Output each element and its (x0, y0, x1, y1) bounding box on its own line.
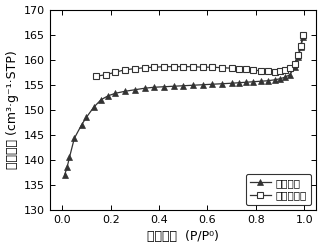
脱吸附曲线 (210, 66, 214, 69)
脱吸附曲线 (143, 66, 147, 69)
吸附曲线 (273, 78, 277, 81)
Line: 吸附曲线: 吸附曲线 (62, 34, 306, 178)
脱吸附曲线 (288, 67, 292, 70)
脱吸附曲线 (94, 75, 98, 78)
脱吸附曲线 (133, 67, 137, 70)
吸附曲线 (63, 174, 67, 177)
吸附曲线 (301, 36, 305, 39)
吸附曲线 (244, 81, 248, 84)
脱吸附曲线 (123, 68, 127, 71)
吸附曲线 (80, 123, 83, 126)
吸附曲线 (181, 84, 185, 87)
脱吸附曲线 (201, 66, 204, 69)
脱吸附曲线 (283, 69, 287, 72)
Legend: 吸附曲线, 脱吸附曲线: 吸附曲线, 脱吸附曲线 (246, 174, 311, 205)
Y-axis label: 吸附体积 (cm³·g⁻¹·STP): 吸附体积 (cm³·g⁻¹·STP) (5, 50, 19, 169)
吸附曲线 (283, 76, 287, 79)
吸附曲线 (162, 85, 166, 88)
吸附曲线 (266, 79, 270, 82)
吸附曲线 (296, 56, 300, 59)
吸附曲线 (84, 116, 88, 119)
脱吸附曲线 (104, 73, 108, 76)
脱吸附曲线 (278, 70, 282, 73)
脱吸附曲线 (230, 67, 234, 70)
吸附曲线 (230, 82, 234, 85)
吸附曲线 (191, 84, 195, 87)
Line: 脱吸附曲线: 脱吸附曲线 (93, 32, 306, 79)
吸附曲线 (293, 66, 297, 69)
吸附曲线 (288, 73, 292, 76)
吸附曲线 (220, 82, 224, 85)
脱吸附曲线 (259, 69, 263, 72)
吸附曲线 (259, 80, 263, 83)
吸附曲线 (123, 90, 127, 93)
脱吸附曲线 (172, 65, 175, 68)
吸附曲线 (278, 77, 282, 80)
脱吸附曲线 (181, 65, 185, 68)
吸附曲线 (299, 46, 303, 49)
脱吸附曲线 (191, 65, 195, 68)
吸附曲线 (251, 80, 255, 83)
脱吸附曲线 (266, 70, 270, 73)
吸附曲线 (99, 98, 103, 101)
吸附曲线 (210, 83, 214, 86)
脱吸附曲线 (114, 71, 118, 74)
脱吸附曲线 (273, 70, 277, 73)
脱吸附曲线 (237, 67, 241, 70)
吸附曲线 (106, 94, 110, 97)
吸附曲线 (152, 86, 156, 89)
脱吸附曲线 (301, 33, 305, 36)
X-axis label: 相对压力  (P/P⁰): 相对压力 (P/P⁰) (147, 230, 219, 244)
吸附曲线 (65, 166, 69, 169)
脱吸附曲线 (162, 65, 166, 68)
脱吸附曲线 (296, 53, 300, 56)
脱吸附曲线 (299, 44, 303, 47)
吸附曲线 (172, 85, 175, 88)
脱吸附曲线 (152, 66, 156, 69)
吸附曲线 (92, 106, 96, 109)
吸附曲线 (133, 88, 137, 91)
脱吸附曲线 (244, 68, 248, 71)
吸附曲线 (143, 87, 147, 90)
吸附曲线 (114, 92, 118, 95)
吸附曲线 (237, 81, 241, 84)
脱吸附曲线 (293, 62, 297, 65)
吸附曲线 (72, 137, 76, 140)
吸附曲线 (201, 83, 204, 86)
脱吸附曲线 (220, 66, 224, 69)
脱吸附曲线 (251, 69, 255, 72)
吸附曲线 (68, 156, 71, 159)
